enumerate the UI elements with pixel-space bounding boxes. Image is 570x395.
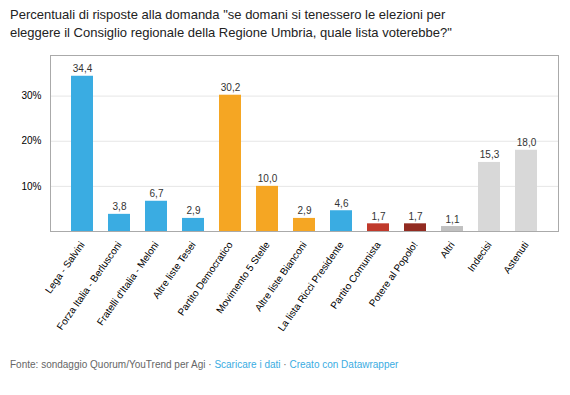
svg-text:Fratelli d'Italia - Meloni: Fratelli d'Italia - Meloni [95,240,161,328]
svg-text:18,0: 18,0 [517,137,537,148]
svg-text:Movimento 5 Stelle: Movimento 5 Stelle [214,239,272,316]
svg-text:10,0: 10,0 [258,173,278,184]
svg-text:Potere al Popolo!: Potere al Popolo! [367,240,420,309]
svg-text:15,3: 15,3 [480,150,500,161]
svg-text:Altre liste Bianconi: Altre liste Bianconi [252,239,309,314]
svg-text:Forza Italia - Berlusconi: Forza Italia - Berlusconi [54,240,123,332]
svg-text:6,7: 6,7 [150,188,164,199]
svg-text:Partito Democratico: Partito Democratico [175,239,235,318]
svg-text:La lista Ricci Presidente: La lista Ricci Presidente [276,239,346,333]
svg-text:1,7: 1,7 [372,211,386,222]
svg-text:Indecisi: Indecisi [465,240,493,274]
html-text:Percentuali di risposte alla d: Percentuali di risposte alla domanda "se… [10,7,452,40]
svg-text:Partito Comunista: Partito Comunista [328,239,383,311]
svg-text:1,1: 1,1 [446,214,460,225]
svg-text:Astenuti: Astenuti [501,240,531,276]
svg-text:4,6: 4,6 [335,198,349,209]
svg-text:2,9: 2,9 [187,206,201,217]
svg-text:Altre liste Tesei: Altre liste Tesei [150,239,198,301]
svg-text:34,4: 34,4 [73,63,93,74]
html-text:Fonte: sondaggio Quorum/YouTre: Fonte: sondaggio Quorum/YouTrend per Agi… [10,359,399,371]
svg-text:30,2: 30,2 [221,82,241,93]
svg-text:30%: 30% [21,90,41,101]
svg-text:10%: 10% [21,181,41,192]
svg-text:3,8: 3,8 [113,201,127,212]
svg-text:2,9: 2,9 [298,206,312,217]
svg-text:Altri: Altri [438,240,457,260]
svg-text:Lega - Salvini: Lega - Salvini [43,240,87,296]
svg-text:1,7: 1,7 [409,211,423,222]
svg-text:20%: 20% [21,136,41,147]
